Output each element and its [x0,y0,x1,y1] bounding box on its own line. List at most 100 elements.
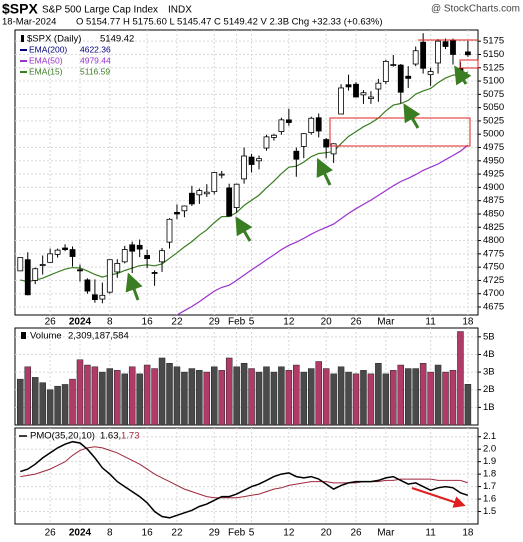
candle-body [285,119,292,123]
legend-label: EMA(50) [29,55,63,65]
volume-bar [99,371,106,426]
legend-label: Volume [30,331,62,342]
candle-body [218,173,225,176]
y-tick-label: 1.5 [483,506,496,517]
candle-body [435,40,441,64]
candle-body [315,117,322,132]
arrow [411,487,466,508]
volume-bar [211,366,218,426]
candle-body [92,294,98,300]
candle-body [203,191,210,195]
candle-body [427,71,434,76]
volume-bar [307,368,315,426]
y-tick-label: 5025 [483,115,504,126]
x-tick-label: 18 [462,528,474,539]
x-tick-label: 2024 [69,528,92,539]
volume-bar [166,363,173,426]
legend-value: 5149.42 [100,34,134,45]
legend-value: 1.73 [121,431,140,442]
x-tick-label: 12 [283,528,295,539]
y-tick-label: 1.6 [483,494,496,505]
candle-body [77,269,83,272]
exchange: INDX [168,5,192,16]
candle-body [241,155,248,180]
candle-body [353,83,359,98]
volume-bar [61,384,69,426]
candle-body [114,263,121,273]
legend-label: $SPX (Daily) [27,34,81,45]
symbol: $SPX [2,1,38,17]
legend-label: EMA(200) [29,44,67,54]
volume-bar [181,371,188,426]
y-tick-label: 1.8 [483,469,496,480]
candle-body [300,133,307,147]
candle-body [121,249,128,263]
candle-body [457,67,464,73]
watermark: @ StockCharts.com [431,4,520,15]
pmo-panel [14,427,479,525]
x-tick-label: 26 [350,317,362,328]
ema-line [20,71,469,283]
volume-bar [173,366,181,426]
y-tick-label: 4800 [483,235,504,246]
arrow [403,103,421,129]
volume-bar [330,373,337,426]
candle-body [375,82,382,90]
volume-bar [76,359,84,426]
candle-body [84,279,91,292]
volume-bar [457,331,464,426]
y-tick-label: 5125 [483,62,504,73]
volume-bar [84,364,91,426]
y-tick-label: 4975 [483,142,504,153]
x-tick-label: 2024 [69,317,92,328]
volume-bar [367,373,375,426]
x-tick-label: 26 [45,528,57,539]
y-tick-label: 5B [483,331,495,342]
candle-body [159,250,165,263]
candle-body [248,156,255,165]
y-tick-label: 4775 [483,248,504,259]
candle-body [390,64,397,66]
candle-body [330,143,337,155]
y-tick-label: 4850 [483,208,504,219]
candle-body [166,218,173,243]
legend-label: PMO(35,20,10) [30,431,95,442]
x-tick-label: 18 [462,317,474,328]
y-tick-label: 4750 [483,262,504,273]
y-tick-label: 4950 [483,155,504,166]
volume-bar [54,385,61,426]
volume-bar [240,363,248,426]
candle-body [106,259,113,293]
volume-bar [203,371,211,426]
volume-bar [39,382,46,426]
candle-body [368,96,374,99]
x-tick-label: Feb [228,317,246,328]
candle-body [293,150,300,160]
x-tick-label: Mar [377,528,395,539]
x-tick-label: 22 [171,317,183,328]
volume-bar [196,370,203,426]
y-tick-label: 4900 [483,182,504,193]
volume-bar [17,378,24,426]
volume-bar [382,373,390,426]
y-tick-label: 2B [483,384,495,395]
x-tick-label: 20 [321,528,333,539]
candle-body [233,183,240,208]
candle-body [278,119,285,132]
y-tick-label: 5075 [483,89,504,100]
candle-body [442,41,449,47]
volume-bar [158,357,166,426]
y-tick-label: 4875 [483,195,504,206]
candle-body [99,294,106,300]
candle-body [256,158,262,162]
volume-bar [263,366,270,426]
y-tick-label: 3B [483,367,495,378]
legend-swatch [21,332,26,339]
y-tick-label: 5175 [483,36,504,47]
legend-value: 2,309,187,584 [68,331,129,342]
volume-bar [285,370,293,426]
candle-body [174,211,180,215]
volume-bar [225,357,233,426]
volume-bar [218,370,225,426]
